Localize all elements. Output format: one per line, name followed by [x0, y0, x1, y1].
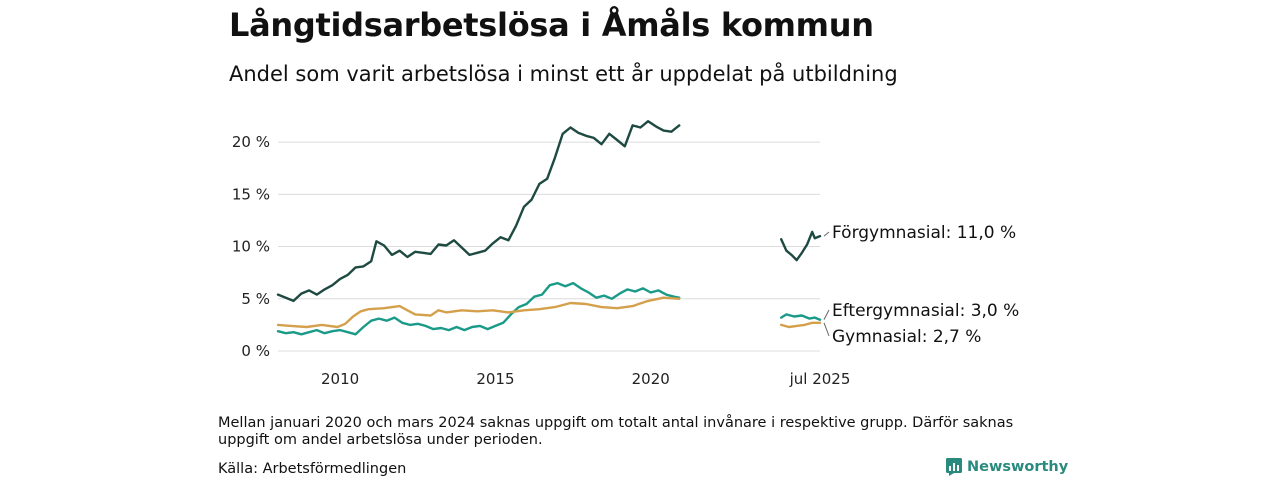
- series-label-leader: [823, 231, 830, 237]
- y-tick-label: 10 %: [232, 238, 270, 256]
- series-line-forgymnasial: [780, 230, 822, 262]
- series-label-leader: [823, 309, 830, 320]
- brand-logo[interactable]: Newsworthy: [946, 458, 1068, 476]
- y-tick-label: 15 %: [232, 185, 270, 203]
- x-tick-label: 2020: [632, 370, 670, 388]
- series-line-eftergymnasial: [276, 281, 681, 336]
- brand-name: Newsworthy: [967, 459, 1069, 475]
- source-label: Källa: Arbetsförmedlingen: [218, 461, 407, 477]
- series-line-eftergymnasial: [780, 313, 822, 321]
- y-tick-label: 20 %: [232, 133, 270, 151]
- line-chart: 0 % 5 % 10 % 15 % 20 % 2010 2015 2020 jul 2025 Fö…: [232, 120, 1019, 388]
- chart-subtitle: Andel som varit arbetslösa i minst ett å…: [229, 62, 898, 86]
- x-tick-label: jul 2025: [789, 370, 851, 388]
- series-line-gymnasial: [780, 321, 822, 329]
- series-line-forgymnasial: [276, 120, 681, 303]
- x-tick-label: 2015: [476, 370, 514, 388]
- newsworthy-logo-icon: [946, 458, 962, 476]
- y-tick-label: 0 %: [241, 342, 270, 360]
- chart-title: Långtidsarbetslösa i Åmåls kommun: [229, 6, 874, 44]
- series-line-gymnasial: [276, 296, 681, 329]
- x-tick-label: 2010: [321, 370, 359, 388]
- series-label-gymnasial: Gymnasial: 2,7 %: [832, 327, 981, 347]
- footnote: Mellan januari 2020 och mars 2024 saknas…: [218, 415, 1014, 448]
- series-label-forgymnasial: Förgymnasial: 11,0 %: [832, 223, 1016, 243]
- series-label-leader: [823, 322, 830, 337]
- series-label-eftergymnasial: Eftergymnasial: 3,0 %: [832, 301, 1019, 321]
- y-tick-label: 5 %: [241, 290, 270, 308]
